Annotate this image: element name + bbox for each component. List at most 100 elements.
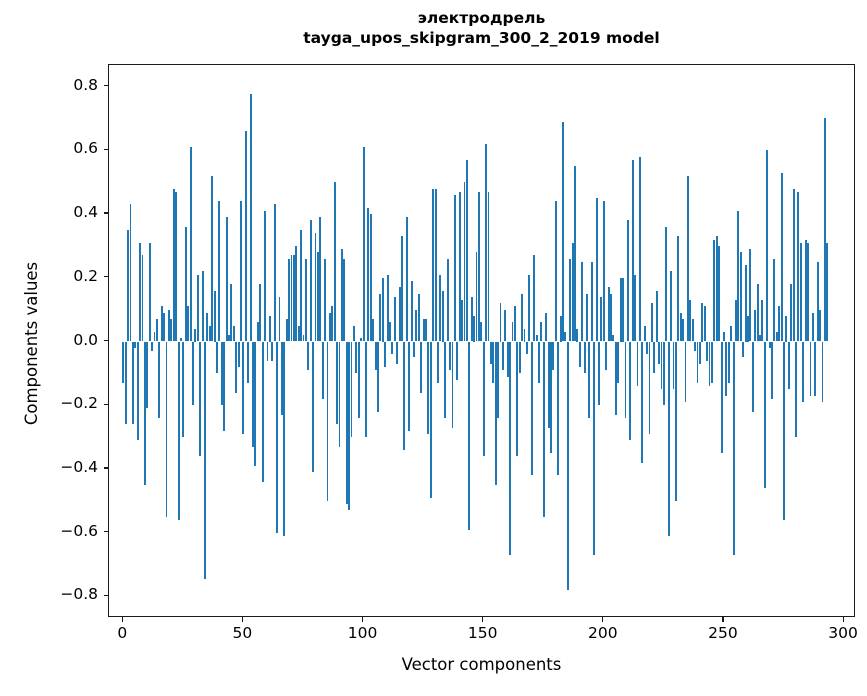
bar: [259, 284, 262, 342]
bar: [167, 309, 170, 342]
bar: [552, 341, 555, 371]
bar: [208, 325, 211, 342]
bar: [122, 341, 125, 383]
bar: [439, 274, 442, 342]
bar: [285, 319, 288, 342]
bar: [557, 341, 560, 476]
bar: [292, 255, 295, 342]
x-tick-label: 100: [347, 624, 378, 642]
y-tick-mark: [103, 339, 108, 342]
bar: [434, 188, 437, 342]
bar: [367, 207, 370, 342]
bar: [333, 182, 336, 342]
x-tick-mark: [121, 617, 123, 622]
bar: [321, 341, 324, 399]
bar: [328, 312, 331, 342]
bar: [165, 341, 168, 517]
bar: [576, 328, 579, 342]
bar: [391, 341, 394, 355]
bar: [761, 300, 764, 342]
bar: [220, 341, 223, 406]
bar: [194, 328, 197, 342]
bar: [701, 303, 704, 342]
bar: [415, 309, 418, 342]
bar: [720, 341, 723, 454]
bar: [578, 341, 581, 367]
bar: [175, 191, 178, 342]
bar: [754, 309, 757, 342]
bar: [780, 172, 783, 342]
bar: [674, 341, 677, 501]
bar: [773, 258, 776, 342]
bar: [158, 341, 161, 418]
bar: [225, 217, 228, 342]
bar: [670, 271, 673, 342]
bar: [268, 316, 271, 342]
bar: [228, 335, 230, 342]
bar: [485, 143, 488, 342]
bar: [211, 175, 214, 342]
bar: [521, 293, 524, 342]
y-tick-label: 0.2: [73, 266, 98, 285]
bar: [790, 284, 793, 342]
bar: [131, 341, 134, 425]
bar: [453, 194, 456, 342]
bar: [155, 319, 158, 342]
bar: [369, 214, 372, 342]
bar: [494, 341, 497, 485]
bar: [307, 341, 310, 371]
bar: [819, 309, 822, 342]
bar: [213, 290, 216, 342]
bar: [357, 341, 360, 418]
bar: [775, 331, 778, 342]
chart-title-line-1: электродрель: [417, 9, 546, 27]
bar: [679, 312, 682, 342]
bar: [586, 293, 588, 342]
x-tick-mark: [241, 617, 243, 622]
bar: [643, 325, 646, 342]
bar: [509, 341, 512, 556]
x-tick-label: 300: [828, 624, 858, 642]
bar: [590, 261, 593, 342]
bar: [456, 341, 459, 380]
bar: [393, 296, 396, 342]
bar: [559, 316, 562, 342]
bar: [223, 341, 226, 431]
y-tick-label: 0.4: [73, 203, 98, 221]
bar: [365, 341, 367, 438]
bar: [525, 341, 528, 355]
y-tick-label: 0.8: [73, 75, 98, 94]
bar: [682, 319, 685, 342]
bar: [797, 191, 800, 342]
bar: [189, 147, 192, 342]
bar: [127, 229, 130, 342]
bar: [629, 341, 632, 441]
bar: [146, 341, 149, 409]
bar: [612, 335, 615, 342]
bar: [204, 341, 206, 579]
bar: [324, 258, 327, 342]
bar: [535, 335, 538, 342]
bar: [816, 261, 819, 342]
bar: [271, 341, 274, 361]
x-tick-label: 50: [232, 624, 253, 642]
bar: [787, 341, 790, 390]
bar: [420, 341, 423, 393]
bar: [413, 341, 415, 358]
bar: [283, 341, 286, 536]
bar: [441, 290, 444, 342]
bar: [735, 300, 737, 342]
y-tick-label: −0.6: [60, 521, 98, 540]
bar: [545, 312, 548, 342]
bar-series: [109, 65, 854, 616]
bar: [396, 341, 399, 364]
bar: [799, 242, 802, 342]
bar: [564, 331, 567, 342]
y-tick-mark: [103, 84, 108, 87]
bar: [672, 341, 675, 390]
bar: [475, 252, 478, 342]
bar: [694, 341, 697, 352]
bar: [199, 341, 202, 457]
bar: [768, 341, 771, 348]
